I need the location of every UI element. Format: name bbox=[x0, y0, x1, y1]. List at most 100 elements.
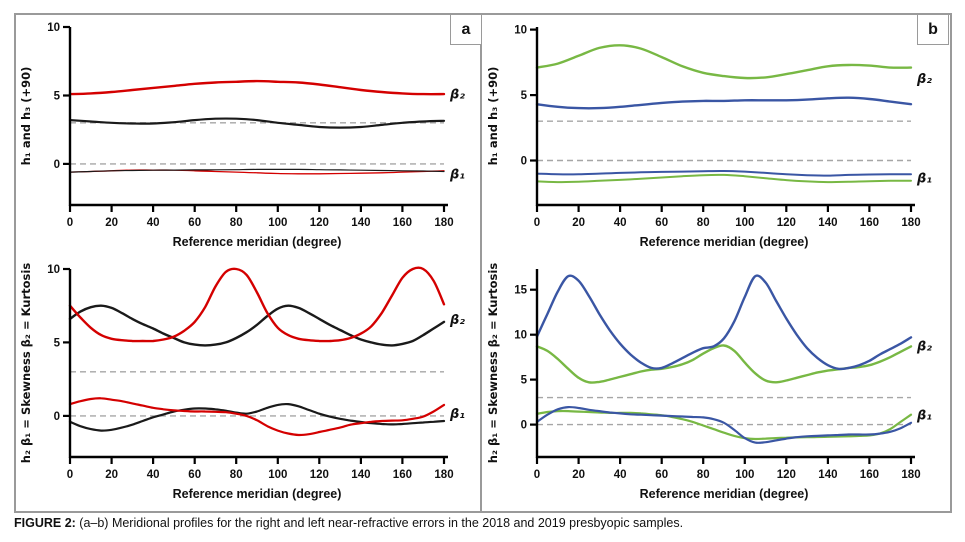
x-tick-label: 120 bbox=[777, 469, 796, 481]
curve-annotation: β₂ bbox=[449, 87, 465, 102]
x-tick-label: 0 bbox=[67, 217, 73, 229]
x-tick-label: 140 bbox=[818, 217, 837, 229]
panel-label-b: b bbox=[917, 14, 949, 45]
curve-annotation: β₁ bbox=[916, 409, 932, 424]
curve-annotation: β₁ bbox=[449, 407, 465, 422]
series-blue-skewness bbox=[535, 405, 913, 444]
x-tick-label: 60 bbox=[188, 217, 201, 229]
series-blue-beta1 bbox=[536, 169, 912, 177]
chart-panel-a-bottom: 0 5 10 0 20 40 60 80 100 120 140 160 180 Reference me… bbox=[16, 257, 478, 505]
chart-panel-a-top: 0 5 10 0 20 40 60 80 100 120 140 160 180 Reference me… bbox=[16, 15, 478, 253]
x-axis-label: Reference meridian (degree) bbox=[173, 487, 342, 501]
series-green-skewness bbox=[535, 409, 913, 441]
y-tick-label: 0 bbox=[54, 159, 60, 171]
caption-text: (a–b) Meridional profiles for the right … bbox=[75, 516, 684, 530]
y-tick-label: 15 bbox=[514, 285, 527, 297]
series-red-beta2 bbox=[68, 79, 446, 96]
x-tick-label: 160 bbox=[860, 217, 879, 229]
panel-label-a: a bbox=[450, 14, 482, 45]
series-red-skewness bbox=[68, 397, 446, 437]
panel-divider bbox=[480, 13, 482, 511]
x-tick-label: 80 bbox=[697, 217, 710, 229]
x-tick-label: 40 bbox=[614, 469, 627, 481]
series-blue-kurtosis bbox=[535, 274, 913, 371]
x-tick-label: 100 bbox=[735, 217, 754, 229]
x-tick-label: 180 bbox=[901, 217, 920, 229]
series-green-beta1 bbox=[536, 173, 912, 184]
x-tick-label: 140 bbox=[351, 217, 370, 229]
x-tick-label: 100 bbox=[268, 217, 287, 229]
series-black-beta1 bbox=[69, 168, 445, 173]
x-tick-label: 20 bbox=[105, 469, 118, 481]
series-green-beta2 bbox=[535, 44, 913, 80]
series-black-skewness bbox=[68, 402, 446, 432]
x-tick-label: 160 bbox=[393, 217, 412, 229]
series-black-kurtosis bbox=[68, 304, 446, 347]
x-tick-label: 20 bbox=[572, 217, 585, 229]
x-tick-label: 120 bbox=[310, 469, 329, 481]
series-green-kurtosis bbox=[535, 344, 913, 384]
series-black-h3 bbox=[68, 117, 446, 129]
x-axis-label: Reference meridian (degree) bbox=[640, 487, 809, 501]
y-tick-label: 5 bbox=[54, 91, 61, 103]
x-tick-label: 120 bbox=[310, 217, 329, 229]
y-tick-label: 5 bbox=[521, 90, 528, 102]
panel-label-a-text: a bbox=[461, 20, 471, 38]
x-tick-label: 180 bbox=[901, 469, 920, 481]
figure-frame bbox=[14, 13, 952, 513]
x-tick-label: 60 bbox=[188, 469, 201, 481]
x-tick-label: 160 bbox=[860, 469, 879, 481]
x-tick-label: 40 bbox=[147, 469, 160, 481]
x-tick-label: 60 bbox=[655, 469, 668, 481]
y-tick-label: 5 bbox=[521, 375, 528, 387]
y-axis-label: h₁ and h₃ (+90) bbox=[19, 67, 33, 166]
x-tick-label: 40 bbox=[147, 217, 160, 229]
x-tick-label: 80 bbox=[697, 469, 710, 481]
chart-panel-b-bottom: 0 5 10 15 0 20 40 60 80 100 120 140 160 180 Reference … bbox=[483, 257, 945, 505]
y-tick-label: 10 bbox=[47, 264, 60, 276]
curve-annotation: β₂ bbox=[449, 313, 465, 328]
y-tick-label: 0 bbox=[521, 156, 527, 168]
curve-annotation: β₂ bbox=[916, 340, 932, 355]
x-tick-label: 140 bbox=[818, 469, 837, 481]
curve-annotation: β₂ bbox=[916, 72, 932, 87]
series-blue-beta2 bbox=[535, 96, 913, 110]
y-tick-label: 0 bbox=[521, 420, 527, 432]
x-tick-label: 0 bbox=[534, 217, 540, 229]
y-tick-label: 0 bbox=[54, 411, 60, 423]
x-tick-label: 80 bbox=[230, 217, 243, 229]
x-tick-label: 40 bbox=[614, 217, 627, 229]
chart-panel-b-top: 0 5 10 0 20 40 60 80 100 120 140 160 180 Reference me… bbox=[483, 15, 945, 253]
y-tick-label: 10 bbox=[514, 330, 527, 342]
x-tick-label: 120 bbox=[777, 217, 796, 229]
x-tick-label: 0 bbox=[67, 469, 73, 481]
x-axis-label: Reference meridian (degree) bbox=[173, 235, 342, 249]
x-tick-label: 0 bbox=[534, 469, 540, 481]
y-tick-label: 5 bbox=[54, 337, 61, 349]
x-tick-label: 140 bbox=[351, 469, 370, 481]
x-tick-label: 20 bbox=[572, 469, 585, 481]
x-axis-label: Reference meridian (degree) bbox=[640, 235, 809, 249]
x-tick-label: 20 bbox=[105, 217, 118, 229]
x-tick-label: 80 bbox=[230, 469, 243, 481]
y-axis-label: h₂ β₁ = Skewness β₂ = Kurtosis bbox=[486, 263, 500, 464]
figure-caption: FIGURE 2: (a–b) Meridional profiles for … bbox=[14, 516, 954, 530]
x-tick-label: 100 bbox=[268, 469, 287, 481]
panel-b-bottom-svg: 0 5 10 15 0 20 40 60 80 100 120 140 160 180 Reference … bbox=[486, 263, 932, 501]
series-red-kurtosis bbox=[68, 266, 446, 343]
y-axis-label: h₁ and h₃ (+90) bbox=[486, 67, 500, 166]
caption-prefix: FIGURE 2: bbox=[14, 516, 76, 530]
x-tick-label: 180 bbox=[434, 217, 453, 229]
curve-annotation: β₁ bbox=[916, 172, 932, 187]
x-tick-label: 100 bbox=[735, 469, 754, 481]
y-tick-label: 10 bbox=[47, 22, 60, 34]
y-axis-label: h₂ β₁ = Skewness β₂ = Kurtosis bbox=[19, 263, 33, 464]
x-tick-label: 60 bbox=[655, 217, 668, 229]
y-tick-label: 10 bbox=[514, 25, 527, 37]
x-tick-label: 180 bbox=[434, 469, 453, 481]
curve-annotation: β₁ bbox=[449, 168, 465, 183]
x-tick-label: 160 bbox=[393, 469, 412, 481]
